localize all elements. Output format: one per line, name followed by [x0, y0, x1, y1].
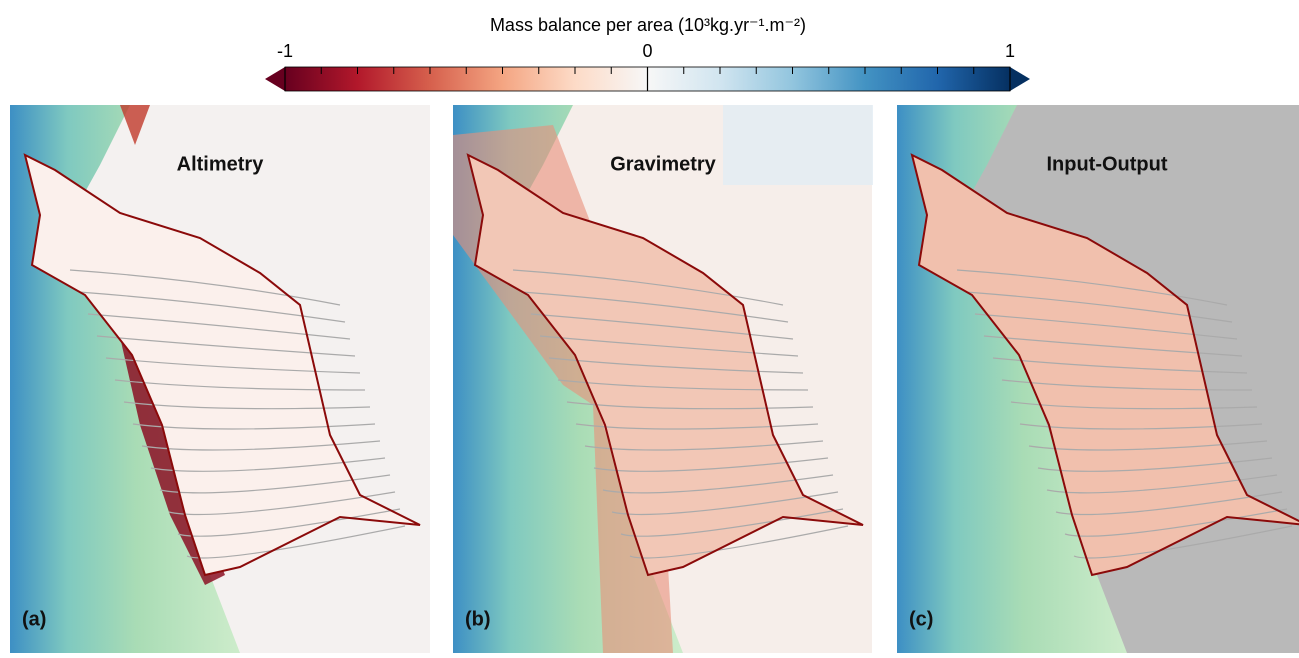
- panel-title: Gravimetry: [610, 153, 716, 175]
- thinning-band: [120, 105, 150, 145]
- flowline: [629, 525, 849, 559]
- mass-gain-area: [723, 105, 873, 185]
- colorbar-tick-label: 0: [642, 41, 652, 61]
- flowline: [521, 291, 789, 323]
- flowline: [956, 269, 1228, 306]
- colorbar-extend-high: [1010, 67, 1030, 91]
- flowline: [992, 357, 1248, 374]
- map-panel: Altimetry (a): [10, 105, 430, 653]
- flowline: [123, 401, 371, 410]
- flowline: [965, 291, 1233, 323]
- flowline: [168, 491, 396, 516]
- panel-label: (b): [465, 608, 491, 630]
- flowline: [159, 474, 391, 494]
- flowline: [1001, 379, 1253, 391]
- flowline: [78, 291, 346, 323]
- colorbar-tick-label: 1: [1005, 41, 1015, 61]
- flowline: [141, 440, 381, 451]
- flowline: [132, 423, 376, 430]
- flowline: [96, 335, 356, 357]
- flowline: [539, 335, 799, 357]
- flowline: [1073, 525, 1293, 559]
- flowline: [566, 401, 814, 410]
- flowline: [1055, 491, 1283, 516]
- flowline: [575, 423, 819, 430]
- map-panel: Input-Output (c): [897, 105, 1299, 653]
- flowline: [602, 474, 834, 494]
- flowline: [177, 508, 401, 537]
- flowline: [69, 269, 341, 306]
- colorbar: [265, 66, 1030, 92]
- flowline: [1064, 508, 1288, 537]
- flowline: [530, 313, 794, 340]
- flowline: [611, 491, 839, 516]
- flowline: [1010, 401, 1258, 410]
- panel-title: Input-Output: [1046, 153, 1167, 175]
- flowline: [186, 525, 406, 559]
- flowline: [974, 313, 1238, 340]
- map-panel: Gravimetry (b): [453, 105, 873, 653]
- flowline: [87, 313, 351, 340]
- flowline: [557, 379, 809, 391]
- panel-title: Altimetry: [177, 153, 265, 175]
- colorbar-title: Mass balance per area (10³kg.yr⁻¹.m⁻²): [490, 15, 806, 35]
- flowline: [584, 440, 824, 451]
- panel-label: (c): [909, 608, 933, 630]
- flowline: [105, 357, 361, 374]
- panel-label: (a): [22, 608, 46, 630]
- flowline: [983, 335, 1243, 357]
- flowline: [1019, 423, 1263, 430]
- colorbar-extend-low: [265, 67, 285, 91]
- flowline: [512, 269, 784, 306]
- flowline: [1046, 474, 1278, 494]
- flowline: [1028, 440, 1268, 451]
- flowline: [620, 508, 844, 537]
- flowline: [114, 379, 366, 391]
- panels: Altimetry (a) Gravimetry (b) Input-Output (c): [10, 105, 1299, 653]
- flowline: [548, 357, 804, 374]
- colorbar-tick-label: -1: [277, 41, 293, 61]
